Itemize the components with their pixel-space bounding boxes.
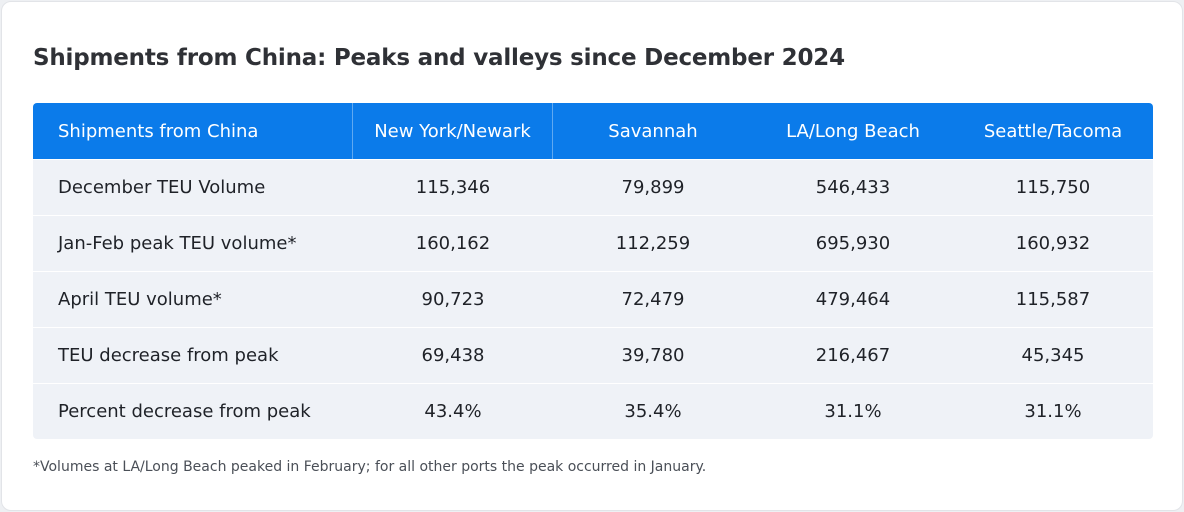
- table-cell: 695,930: [815, 233, 891, 254]
- row-label: Jan-Feb peak TEU volume*: [58, 233, 297, 254]
- table-cell: 90,723: [421, 289, 485, 310]
- table-header-row: Shipments from China New York/Newark Sav…: [33, 103, 1153, 159]
- table-cell: 546,433: [815, 177, 891, 198]
- table-cell: 79,899: [621, 177, 685, 198]
- table-cell: 43.4%: [424, 401, 482, 422]
- column-header: Savannah: [608, 120, 698, 142]
- shipments-table: Shipments from China New York/Newark Sav…: [33, 103, 1153, 439]
- column-header: New York/Newark: [353, 103, 553, 159]
- table-row: Percent decrease from peak 43.4% 35.4% 3…: [33, 383, 1153, 439]
- table-cell: 112,259: [615, 233, 691, 254]
- table-cell: 69,438: [421, 345, 485, 366]
- table-cell: 115,587: [1015, 289, 1091, 310]
- table-cell: 31.1%: [824, 401, 882, 422]
- column-header: Seattle/Tacoma: [983, 120, 1123, 142]
- table-row: December TEU Volume 115,346 79,899 546,4…: [33, 159, 1153, 215]
- page-title: Shipments from China: Peaks and valleys …: [33, 45, 845, 71]
- row-label: Percent decrease from peak: [58, 401, 311, 422]
- row-label: April TEU volume*: [58, 289, 222, 310]
- row-label: TEU decrease from peak: [58, 345, 279, 366]
- table-cell: 72,479: [621, 289, 685, 310]
- table-cell: 31.1%: [1024, 401, 1082, 422]
- table-row: TEU decrease from peak 69,438 39,780 216…: [33, 327, 1153, 383]
- table-cell: 479,464: [815, 289, 891, 310]
- row-label: December TEU Volume: [58, 177, 266, 198]
- table-cell: 45,345: [1021, 345, 1085, 366]
- column-header: LA/Long Beach: [786, 120, 920, 142]
- table-cell: 160,932: [1015, 233, 1091, 254]
- column-header: Shipments from China: [33, 103, 353, 159]
- footnote: *Volumes at LA/Long Beach peaked in Febr…: [33, 459, 707, 475]
- table-cell: 35.4%: [624, 401, 682, 422]
- table-cell: 115,750: [1015, 177, 1091, 198]
- table-row: April TEU volume* 90,723 72,479 479,464 …: [33, 271, 1153, 327]
- table-cell: 39,780: [621, 345, 685, 366]
- table-row: Jan-Feb peak TEU volume* 160,162 112,259…: [33, 215, 1153, 271]
- table-cell: 115,346: [415, 177, 491, 198]
- table-cell: 216,467: [815, 345, 891, 366]
- table-cell: 160,162: [415, 233, 491, 254]
